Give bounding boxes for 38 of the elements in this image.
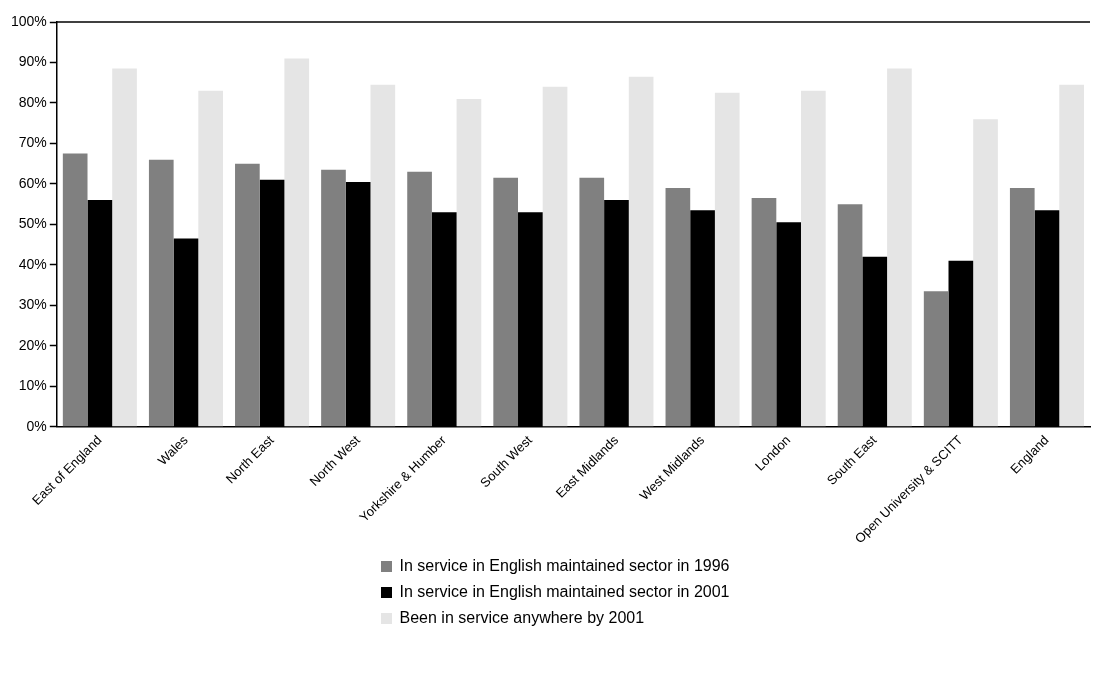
- bar: [284, 58, 310, 427]
- bar: [837, 204, 863, 427]
- bar: [800, 90, 826, 427]
- y-tick-label: 20%: [18, 336, 47, 353]
- bar: [456, 98, 482, 427]
- bar: [923, 291, 949, 427]
- bar: [751, 198, 777, 427]
- y-tick-label: 50%: [18, 215, 47, 232]
- bar: [714, 92, 740, 427]
- y-tick-label: 80%: [18, 93, 47, 110]
- y-tick-label: 70%: [18, 134, 47, 151]
- y-tick-label: 40%: [18, 255, 47, 272]
- bar: [665, 187, 691, 427]
- bar: [542, 86, 568, 427]
- bar: [407, 171, 432, 427]
- bar: [112, 68, 137, 427]
- bar: [628, 76, 654, 427]
- y-tick-label: 30%: [18, 296, 47, 313]
- bar: [887, 68, 912, 427]
- bar: [579, 177, 605, 427]
- legend-label: In service in English maintained sector in 2001: [399, 583, 730, 601]
- legend-label: Been in service anywhere by 2001: [399, 609, 645, 627]
- bar: [62, 153, 88, 427]
- y-tick-label: 90%: [18, 53, 47, 70]
- bar: [493, 177, 519, 427]
- bar: [235, 163, 260, 427]
- bar: [198, 90, 223, 427]
- y-tick-label: 0%: [26, 417, 47, 434]
- y-tick-label: 10%: [18, 377, 47, 394]
- bar: [1009, 187, 1035, 427]
- y-tick-label: 60%: [18, 174, 47, 191]
- bar: [973, 119, 998, 427]
- bar: [1059, 84, 1084, 427]
- y-tick-label: 100%: [10, 12, 47, 29]
- bar: [148, 159, 174, 427]
- legend-label: In service in English maintained sector in 1996: [399, 557, 730, 575]
- bar: [370, 84, 396, 427]
- bar: [321, 169, 346, 427]
